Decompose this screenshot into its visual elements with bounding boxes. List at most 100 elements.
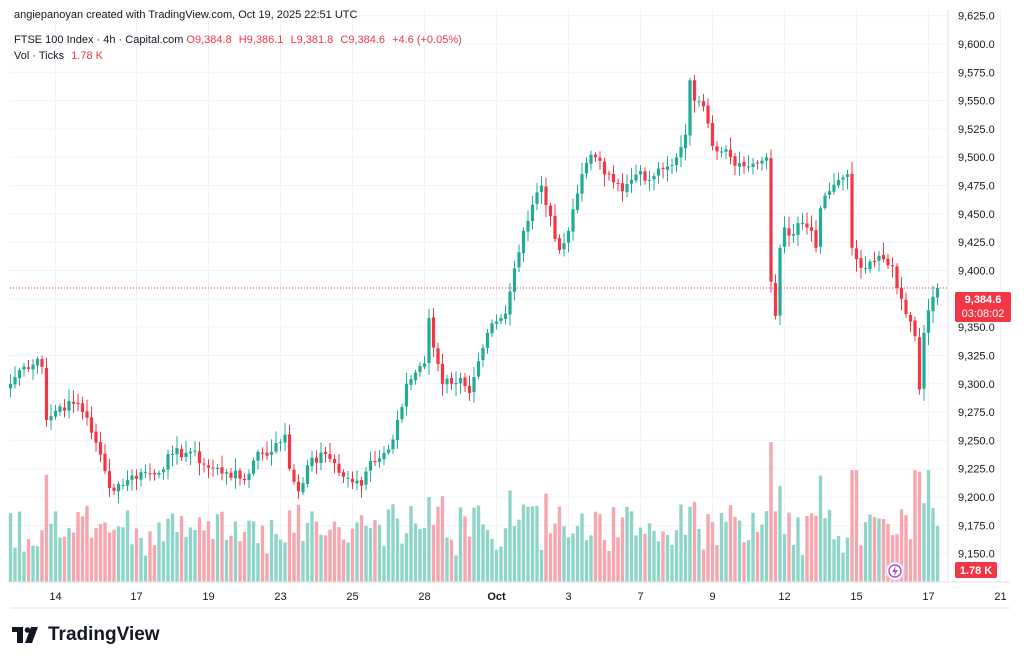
candle — [764, 153, 769, 170]
volume-bar — [886, 523, 890, 582]
volume-bar — [787, 512, 791, 582]
volume-bar — [166, 518, 170, 582]
candle — [674, 153, 679, 173]
price-tick-label: 9,575.0 — [958, 67, 995, 79]
candle-body — [139, 472, 143, 480]
candle-body — [832, 184, 836, 192]
candle-body — [314, 457, 319, 463]
candle — [157, 470, 161, 479]
price-tick-label: 9,300.0 — [958, 379, 995, 391]
volume-bar — [143, 555, 148, 582]
candle — [179, 444, 184, 461]
candle — [13, 366, 17, 389]
volume-bar — [247, 520, 251, 582]
candle — [233, 458, 238, 489]
volume-bar — [224, 539, 229, 582]
candle-body — [724, 149, 728, 152]
volume-bar — [490, 538, 494, 582]
candle-body — [445, 378, 449, 385]
candle — [530, 195, 535, 230]
volume-label[interactable]: Vol · Ticks — [14, 50, 65, 62]
volume-bar — [818, 475, 823, 582]
volume-bar — [679, 504, 683, 582]
candle — [562, 232, 566, 257]
candle — [445, 374, 449, 394]
volume-bar — [742, 542, 746, 582]
volume-bar — [629, 511, 634, 582]
candle-body — [31, 364, 35, 370]
volume-bar — [265, 553, 269, 582]
candle-body — [683, 134, 688, 149]
candle-body — [251, 460, 256, 474]
volume-bar — [697, 528, 701, 582]
candle — [278, 439, 283, 452]
candle — [913, 316, 917, 342]
volume-bar — [188, 527, 193, 582]
candle-body — [22, 366, 26, 370]
volume-bar — [782, 533, 787, 582]
candle-body — [881, 254, 886, 260]
replay-icon[interactable] — [885, 561, 905, 581]
price-tick-label: 9,525.0 — [958, 124, 995, 136]
candle — [805, 212, 809, 235]
volume-bar — [157, 522, 161, 582]
price-badge-countdown: 03:08:02 — [962, 308, 1005, 320]
candle-body — [116, 484, 121, 492]
candle — [818, 205, 823, 254]
volume-bar — [260, 525, 265, 582]
candle — [274, 431, 278, 455]
candle — [553, 204, 557, 243]
candle — [548, 202, 553, 227]
candle — [688, 77, 692, 146]
candle-body — [292, 469, 296, 482]
volume-bar — [305, 522, 310, 582]
candle — [638, 165, 643, 186]
candle-body — [638, 170, 643, 175]
volume-bar — [242, 532, 247, 582]
candlesticks — [8, 75, 940, 504]
candle — [323, 446, 328, 463]
volume-bar — [701, 549, 706, 582]
candle-body — [476, 361, 481, 377]
time-tick-label: 17 — [922, 591, 934, 603]
candle — [197, 441, 202, 476]
candle-body — [157, 472, 161, 475]
candle — [368, 451, 373, 482]
time-tick-label: 7 — [637, 591, 643, 603]
volume-bar — [890, 535, 895, 582]
price-tick-label: 9,425.0 — [958, 237, 995, 249]
candle-body — [184, 452, 188, 457]
candle — [211, 459, 215, 477]
volume-bar — [616, 537, 620, 582]
symbol-label[interactable]: FTSE 100 Index · 4h · Capital.com — [14, 34, 184, 46]
candle-body — [917, 337, 922, 390]
volume-bar — [121, 527, 125, 582]
candle-body — [697, 101, 701, 103]
candle-body — [62, 407, 67, 411]
candle-body — [715, 146, 719, 152]
candle-body — [530, 204, 535, 222]
candle — [634, 164, 638, 184]
candle-body — [427, 318, 431, 363]
volume-bar — [908, 539, 913, 582]
candle — [611, 165, 616, 189]
volume-bar — [778, 485, 782, 582]
candle — [458, 372, 463, 395]
price-tick-label: 9,200.0 — [958, 492, 995, 504]
candle — [499, 314, 503, 325]
candle — [863, 256, 868, 274]
candle-body — [719, 151, 724, 153]
volume-bar — [238, 541, 242, 582]
candle-body — [499, 318, 503, 322]
price-tick-label: 9,450.0 — [958, 209, 995, 221]
volume-bar — [575, 526, 580, 582]
candle-body — [733, 156, 737, 166]
candle — [229, 467, 233, 481]
candle — [193, 441, 197, 457]
candle — [143, 464, 148, 478]
volume-bar — [391, 504, 395, 582]
candle — [665, 156, 670, 182]
candle-body — [922, 332, 926, 389]
candle — [301, 477, 305, 496]
